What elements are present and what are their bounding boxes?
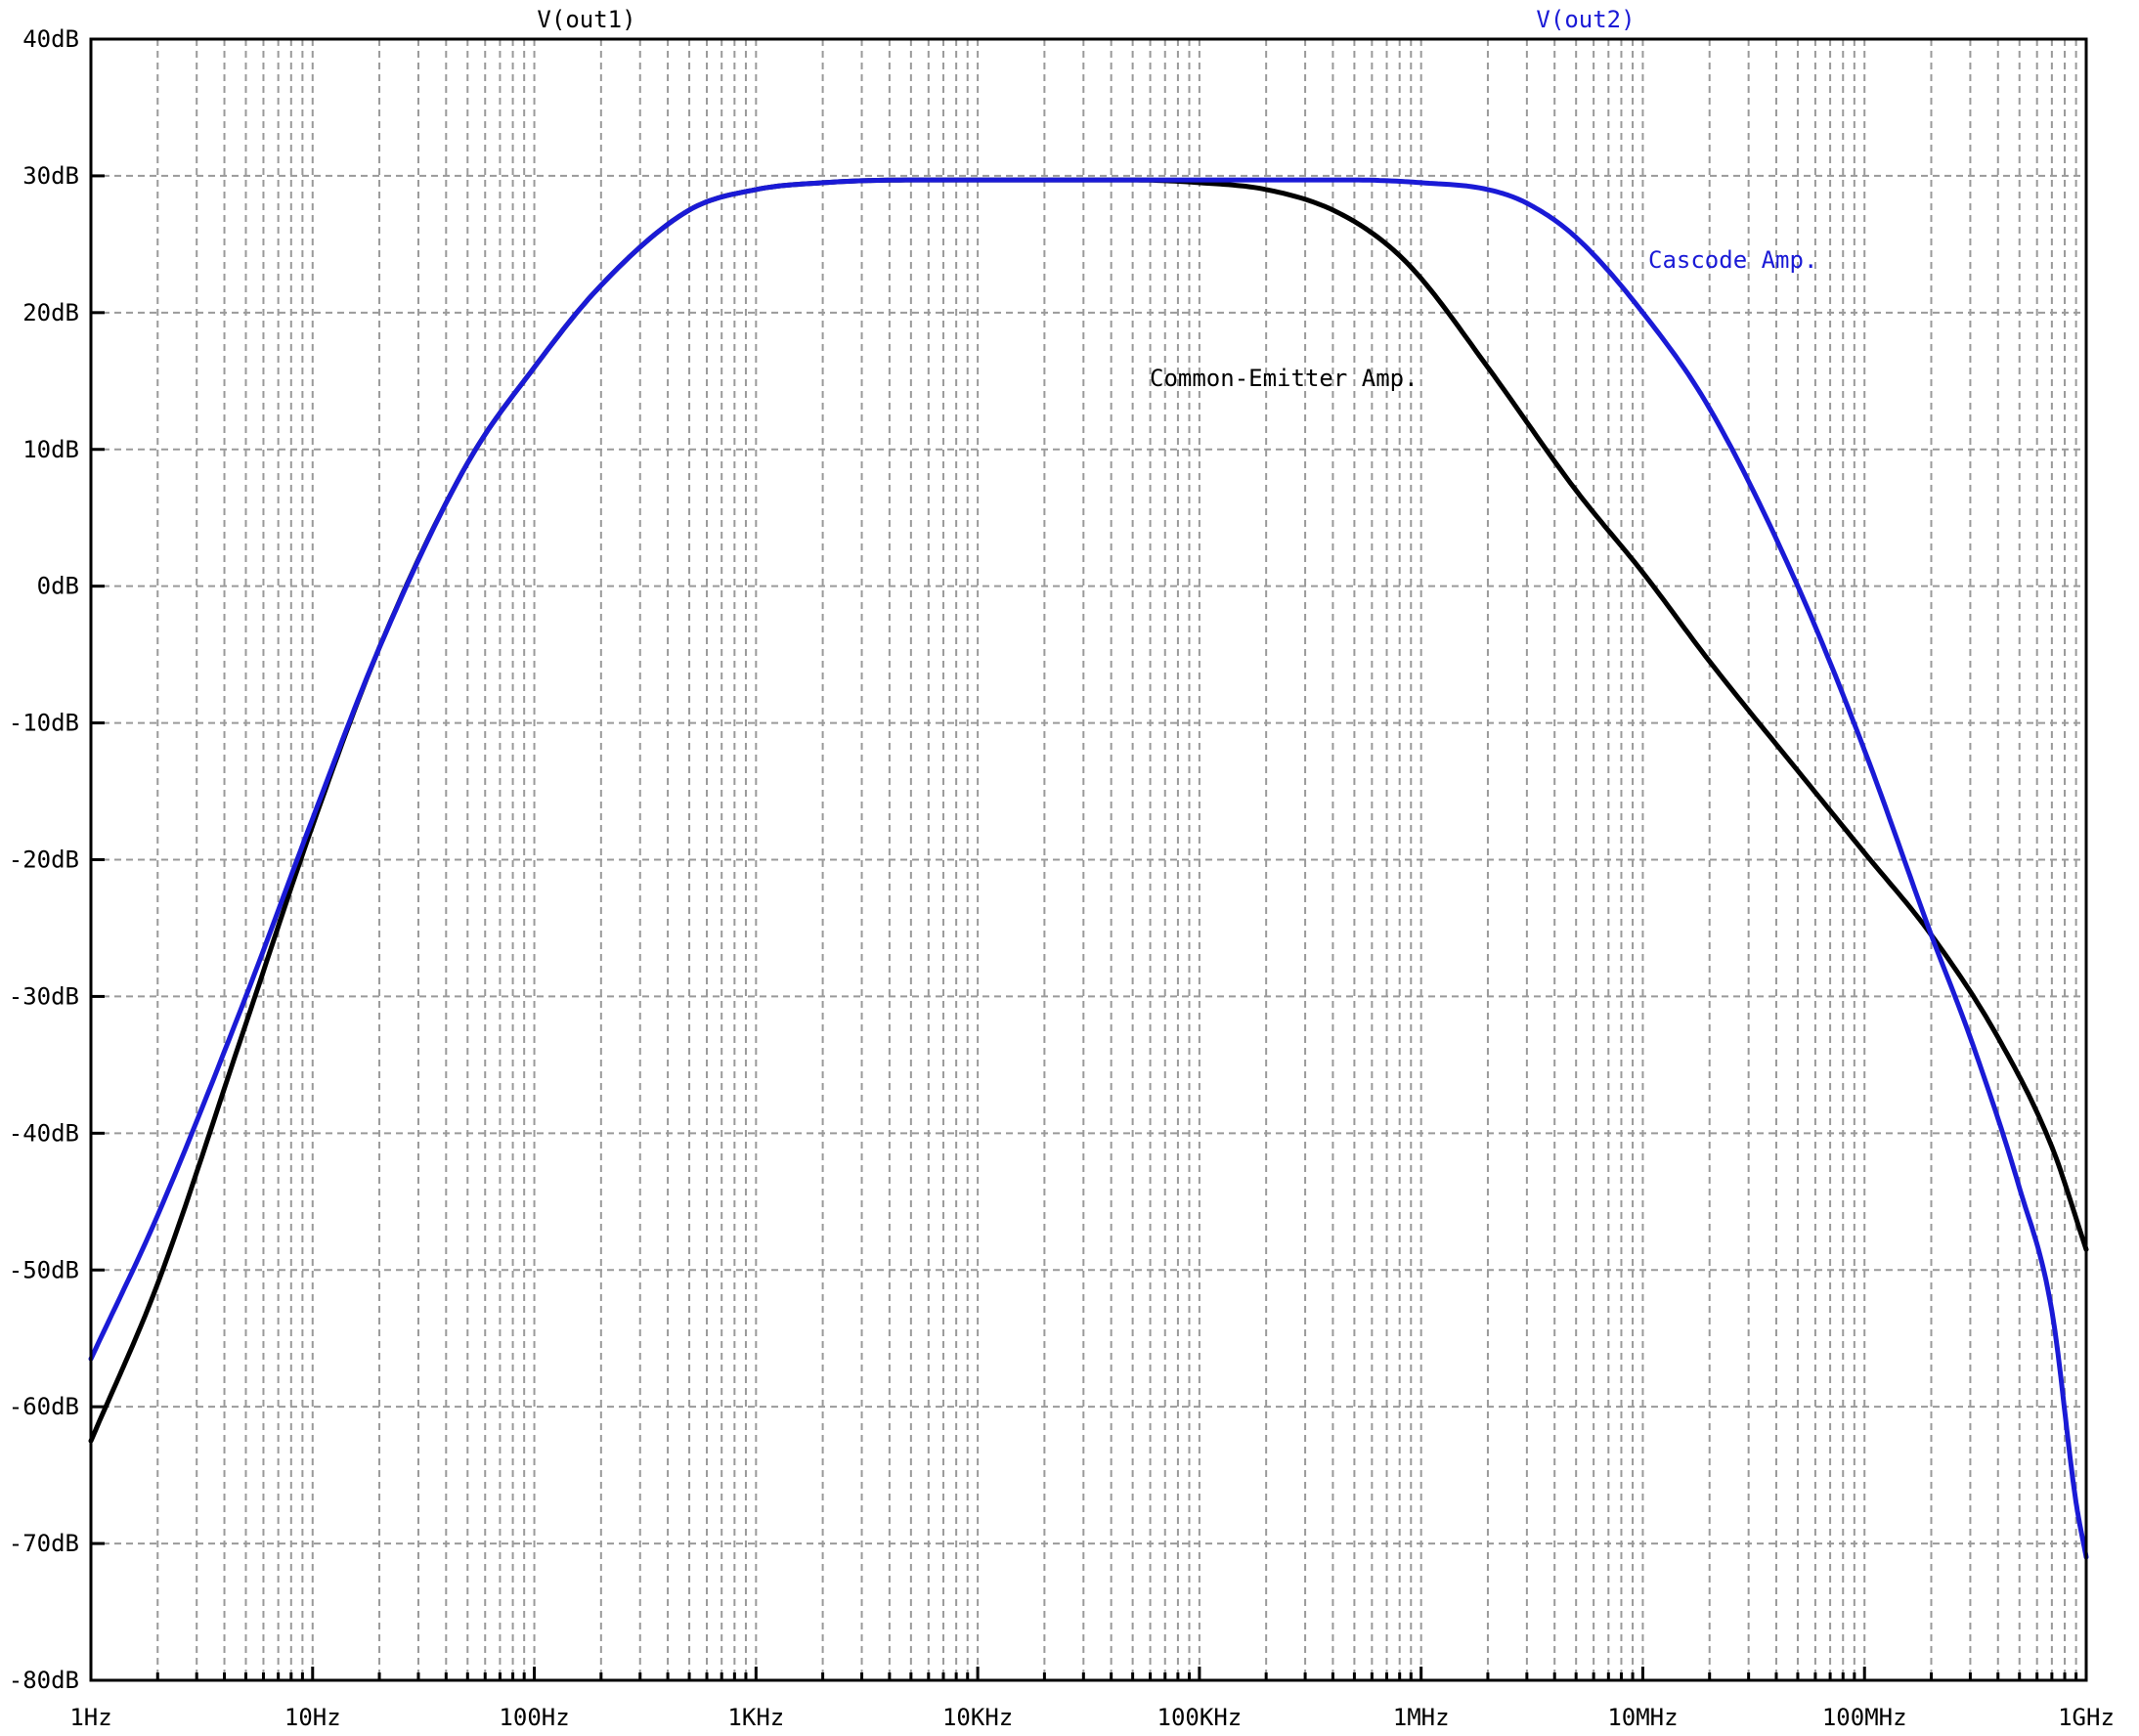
x-tick-label: 1Hz	[69, 1704, 111, 1731]
y-tick-label: -70dB	[9, 1530, 79, 1557]
y-tick-label: 0dB	[37, 573, 79, 600]
y-tick-label: -10dB	[9, 710, 79, 737]
y-tick-label: -80dB	[9, 1667, 79, 1694]
y-tick-label: 30dB	[22, 162, 79, 190]
y-tick-label: -20dB	[9, 846, 79, 874]
x-tick-label: 10KHz	[942, 1704, 1013, 1731]
y-tick-label: 20dB	[22, 299, 79, 326]
x-tick-label: 1KHz	[727, 1704, 784, 1731]
y-tick-label: -50dB	[9, 1256, 79, 1283]
trace-out1	[88, 177, 2089, 1444]
x-tick-label: 100KHz	[1157, 1704, 1243, 1731]
traces	[88, 177, 2089, 1560]
x-tick-label: 10Hz	[284, 1704, 341, 1731]
trace-title-out2: V(out2)	[1536, 6, 1635, 33]
trace-title-out1: V(out1)	[537, 6, 635, 33]
x-tick-label: 100MHz	[1822, 1704, 1907, 1731]
grid	[91, 39, 2086, 1680]
y-tick-label: 10dB	[22, 436, 79, 463]
ticks: 1Hz 10Hz 100Hz 1KHz 10KHz 100KHz 1MHz 10MHz 100M…	[9, 25, 2115, 1731]
x-tick-label: 1GHz	[2058, 1704, 2115, 1731]
y-tick-label: -60dB	[9, 1393, 79, 1420]
x-tick-label: 100Hz	[499, 1704, 569, 1731]
trace-out2	[88, 177, 2089, 1560]
y-tick-label: 40dB	[22, 25, 79, 53]
annotation-cascode: Cascode Amp.	[1648, 246, 1817, 274]
x-tick-label: 1MHz	[1393, 1704, 1450, 1731]
y-tick-label: -30dB	[9, 982, 79, 1010]
y-tick-label: -40dB	[9, 1119, 79, 1147]
annotation-common-emitter: Common-Emitter Amp.	[1150, 365, 1419, 392]
x-tick-label: 10MHz	[1607, 1704, 1678, 1731]
